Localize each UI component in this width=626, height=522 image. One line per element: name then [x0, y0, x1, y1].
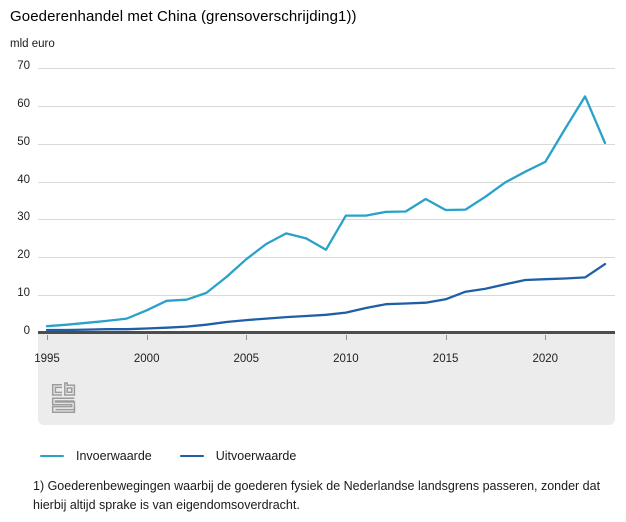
- gridline-y-50: [38, 143, 615, 145]
- y-axis-label-20: 20: [17, 249, 30, 262]
- x-axis-tick-2015: [445, 335, 447, 340]
- legend-label-invoerwaarde: Invoerwaarde: [76, 449, 152, 463]
- y-axis-label-0: 0: [23, 325, 30, 337]
- gridline-y-20: [38, 257, 615, 259]
- y-axis-label-70: 70: [17, 60, 30, 72]
- gridline-y-30: [38, 219, 615, 221]
- legend-label-uitvoerwaarde: Uitvoerwaarde: [215, 449, 297, 463]
- y-axis-label-10: 10: [17, 287, 30, 300]
- x-axis-tick-2000: [146, 335, 148, 340]
- x-axis-label-2000: 2000: [133, 353, 160, 365]
- footnote: 1) Goederenbewegingen waarbij de goedere…: [33, 479, 601, 512]
- x-axis-tick-2010: [345, 335, 347, 340]
- chart-title: Goederenhandel met China (grensoverschri…: [10, 8, 357, 25]
- x-axis-label-1995: 1995: [34, 353, 60, 365]
- gridline-y-70: [38, 68, 615, 69]
- gridline-y-40: [38, 181, 615, 183]
- x-axis-tick-2005: [246, 335, 248, 340]
- x-axis-label-2010: 2010: [333, 353, 359, 365]
- axis-panel: [38, 334, 615, 425]
- y-axis-label-30: 30: [17, 211, 30, 224]
- y-axis-label-50: 50: [17, 135, 30, 148]
- gridline-y-60: [38, 105, 615, 107]
- y-axis-label-40: 40: [17, 173, 30, 186]
- legend-item-uitvoerwaarde: Uitvoerwaarde: [179, 449, 297, 463]
- series-line-uitvoerwaarde: [45, 262, 607, 332]
- cbs-logo-icon: [51, 382, 76, 414]
- series-line-invoerwaarde: [45, 95, 607, 328]
- x-axis-label-2020: 2020: [532, 353, 559, 365]
- x-axis-label-2005: 2005: [233, 353, 260, 365]
- x-axis-line: [38, 331, 615, 334]
- unit-label: mld euro: [10, 38, 55, 50]
- y-axis-label-60: 60: [17, 97, 30, 110]
- gridline-y-10: [38, 295, 615, 297]
- legend-swatch-uitvoerwaarde-icon: [179, 454, 204, 458]
- legend: Invoerwaarde Uitvoerwaarde: [40, 449, 296, 463]
- x-axis-tick-2020: [545, 335, 547, 340]
- legend-item-invoerwaarde: Invoerwaarde: [40, 449, 152, 463]
- x-axis-tick-1995: [47, 335, 48, 340]
- x-axis-label-2015: 2015: [432, 353, 459, 365]
- legend-swatch-invoerwaarde-icon: [40, 454, 64, 458]
